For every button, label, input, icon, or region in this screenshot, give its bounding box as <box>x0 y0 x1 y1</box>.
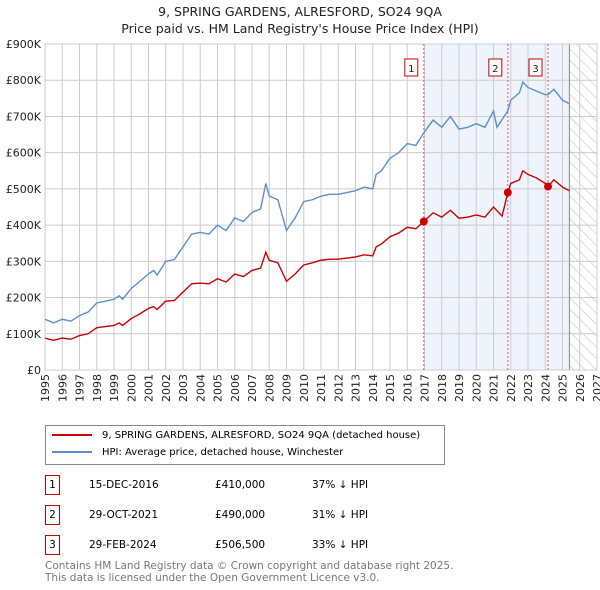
sale-label-box <box>488 58 503 77</box>
x-tick-label: 1996 <box>56 374 69 402</box>
x-tick-label: 2024 <box>539 374 552 402</box>
sale-date: 29-FEB-2024 <box>89 539 157 551</box>
y-tick-label: £200K <box>6 292 42 305</box>
legend: 9, SPRING GARDENS, ALRESFORD, SO24 9QA (… <box>45 425 445 465</box>
x-tick-label: 2001 <box>143 374 156 402</box>
sale-point <box>544 182 553 191</box>
x-tick-label: 2014 <box>367 374 380 402</box>
x-tick-label: 2013 <box>350 374 363 402</box>
x-tick-label: 2019 <box>453 374 466 402</box>
sale-label-box <box>404 58 419 77</box>
plot-border <box>44 43 598 371</box>
x-tick-label: 2006 <box>229 374 242 402</box>
forecast-hatch <box>569 44 597 370</box>
x-tick-label: 2005 <box>212 374 225 402</box>
x-tick-label: 2016 <box>401 374 414 402</box>
y-tick-label: £0 <box>27 364 41 377</box>
sale-label: 1 <box>408 64 414 75</box>
x-tick-label: 2012 <box>332 374 345 402</box>
legend-item-property: 9, SPRING GARDENS, ALRESFORD, SO24 9QA (… <box>52 428 420 444</box>
sale-hpi-diff: 37% ↓ HPI <box>312 479 369 491</box>
x-tick-label: 2010 <box>298 374 311 402</box>
x-tick-label: 2007 <box>246 374 259 402</box>
x-tick-label: 2023 <box>522 374 535 402</box>
x-tick-label: 1999 <box>108 374 121 402</box>
sale-hpi-diff: 33% ↓ HPI <box>312 539 369 551</box>
sale-date: 29-OCT-2021 <box>89 509 158 521</box>
sale-label: 3 <box>532 64 538 75</box>
y-tick-label: £100K <box>6 328 42 341</box>
x-tick-label: 2015 <box>384 374 397 402</box>
y-tick-label: £300K <box>6 255 42 268</box>
plot-area: 1995 1996 1997 1998 1999 2000 2001 2002 2003 2004… <box>6 38 600 402</box>
sale-label-box <box>528 58 543 77</box>
x-tick-label: 2008 <box>263 374 276 402</box>
sale-price: £490,000 <box>215 509 266 521</box>
x-tick-label: 2004 <box>194 374 207 402</box>
x-tick-label: 2025 <box>557 374 570 402</box>
sale-date: 15-DEC-2016 <box>89 479 159 491</box>
x-tick-label: 2017 <box>419 374 432 402</box>
footer-line: Contains HM Land Registry data © Crown c… <box>45 560 454 572</box>
x-tick-label: 1997 <box>74 374 87 402</box>
x-tick-label: 1998 <box>91 374 104 402</box>
sale-hpi-diff: 31% ↓ HPI <box>312 509 369 521</box>
sale-number: 2 <box>45 505 60 525</box>
y-tick-label: £500K <box>6 183 42 196</box>
series-line <box>44 80 570 324</box>
x-tick-label: 2002 <box>160 374 173 402</box>
x-tick-label: 1995 <box>39 374 52 402</box>
x-tick-label: 2021 <box>488 374 501 402</box>
y-tick-label: £600K <box>6 147 42 160</box>
legend-label: HPI: Average price, detached house, Winc… <box>102 447 344 458</box>
x-tick-label: 2027 <box>591 374 600 402</box>
x-tick-label: 2026 <box>574 374 587 402</box>
sale-row: 1 15-DEC-2016 £410,000 37% ↓ HPI <box>45 475 445 495</box>
chart-subtitle: Price paid vs. HM Land Registry's House … <box>121 21 479 36</box>
chart-title: 9, SPRING GARDENS, ALRESFORD, SO24 9QA <box>158 4 442 19</box>
sale-price: £410,000 <box>215 479 266 491</box>
legend-item-hpi: HPI: Average price, detached house, Winc… <box>52 445 343 461</box>
x-tick-label: 2000 <box>125 374 138 402</box>
sale-number: 1 <box>45 475 60 495</box>
y-tick-label: £700K <box>6 110 42 123</box>
x-tick-label: 2011 <box>315 374 328 402</box>
sale-point <box>503 188 512 197</box>
sale-row: 3 29-FEB-2024 £506,500 33% ↓ HPI <box>45 535 445 555</box>
legend-label: 9, SPRING GARDENS, ALRESFORD, SO24 9QA (… <box>102 430 421 441</box>
x-tick-label: 2003 <box>177 374 190 402</box>
sale-price: £506,500 <box>215 539 266 551</box>
sale-number: 3 <box>45 535 60 555</box>
sale-row: 2 29-OCT-2021 £490,000 31% ↓ HPI <box>45 505 445 525</box>
y-tick-label: £900K <box>6 38 42 51</box>
x-tick-label: 2022 <box>505 374 518 402</box>
y-tick-label: £400K <box>6 219 42 232</box>
footer: Contains HM Land Registry data © Crown c… <box>45 560 453 584</box>
series-line <box>44 169 570 342</box>
sale-point <box>419 217 428 226</box>
footer-line: This data is licensed under the Open Gov… <box>45 572 380 584</box>
sale-label: 2 <box>492 64 498 75</box>
y-tick-label: £800K <box>6 74 42 87</box>
x-tick-label: 2009 <box>281 374 294 402</box>
x-tick-label: 2018 <box>436 374 449 402</box>
x-tick-label: 2020 <box>470 374 483 402</box>
